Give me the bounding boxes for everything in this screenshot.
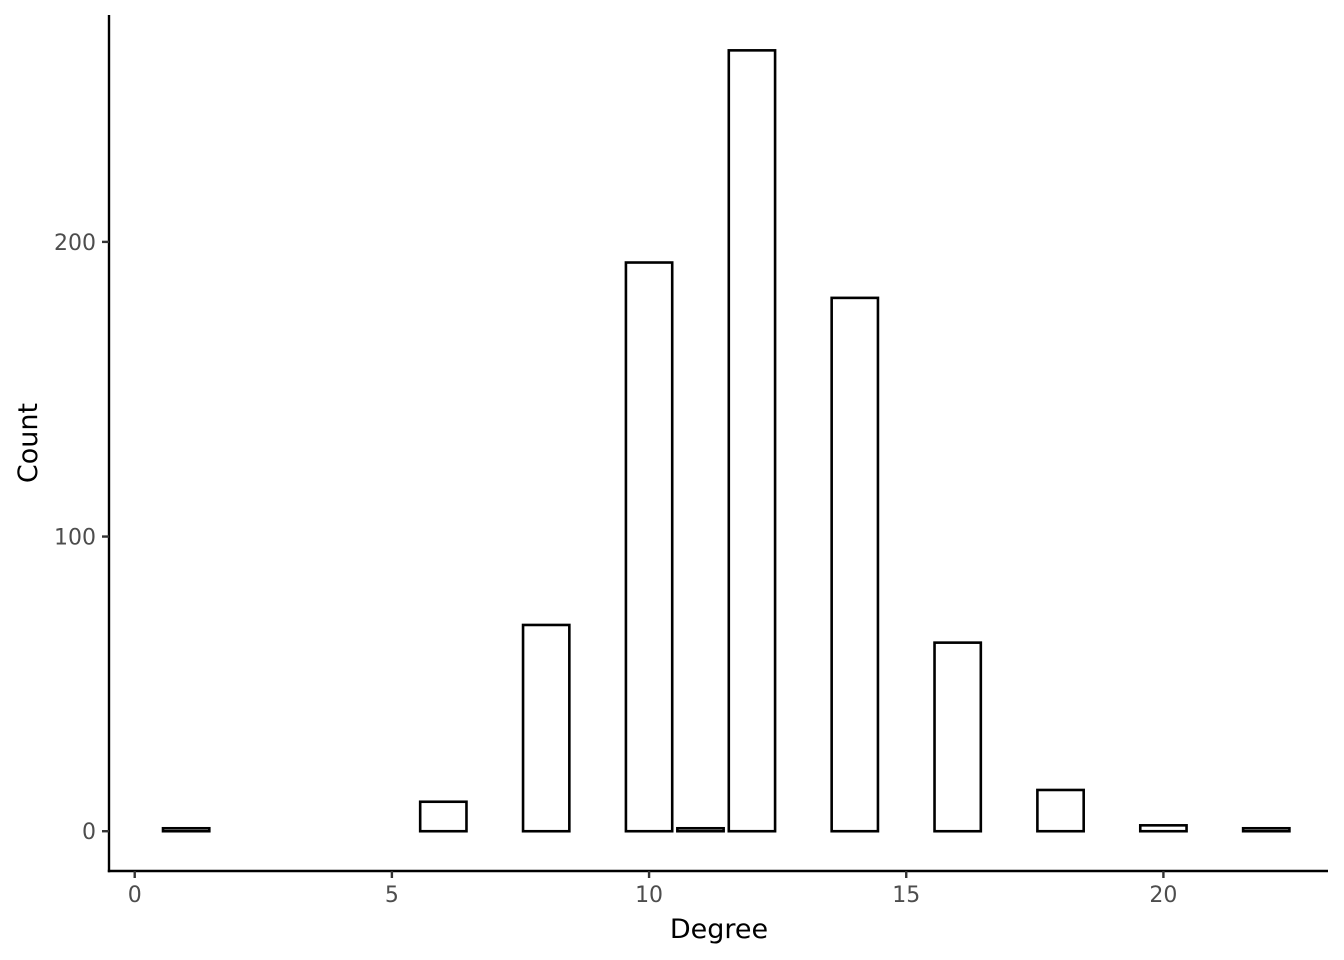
y-axis-title: Count [13,403,44,483]
x-tick-label: 10 [635,883,663,908]
bar-degree-20 [1138,824,1188,833]
bars-layer [161,49,1291,833]
y-tick-label: 200 [54,231,96,256]
bar-degree-12 [727,49,777,833]
x-axis-title: Degree [670,914,768,945]
bar-degree-8 [521,623,571,833]
y-tick-label: 0 [82,820,96,845]
bar-degree-6 [418,800,468,833]
x-tick-label: 20 [1149,883,1177,908]
bar-degree-22 [1241,826,1291,833]
y-tick-label: 100 [54,526,96,551]
x-tick-label: 5 [385,883,399,908]
bar-degree-1 [161,826,211,833]
bar-degree-16 [933,641,983,833]
bar-degree-18 [1036,788,1085,833]
bar-degree-11 [676,826,725,833]
bar-degree-14 [830,296,880,833]
x-tick-label: 0 [128,883,142,908]
bar-degree-10 [624,261,674,833]
x-tick-label: 15 [892,883,920,908]
